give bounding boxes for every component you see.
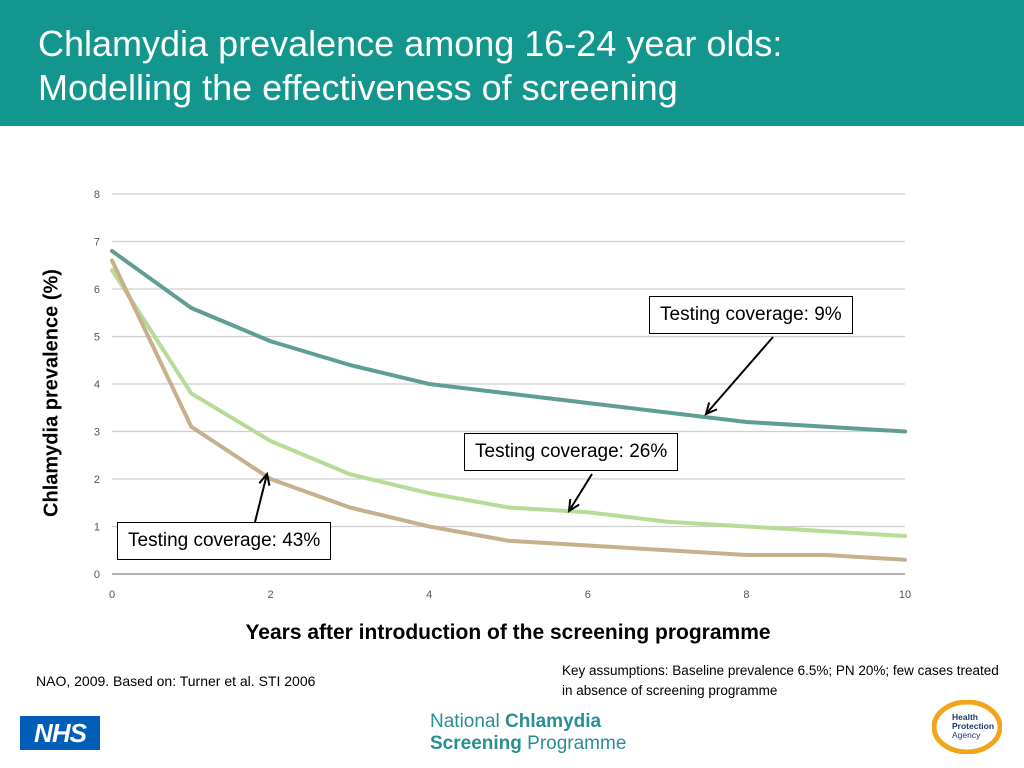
slide-title: Chlamydia prevalence among 16-24 year ol… [38,22,782,110]
x-tick-label: 2 [268,589,274,601]
y-tick-label: 7 [94,237,100,249]
ncsp-logo: National Chlamydia Screening Programme [430,711,626,755]
callout-coverage-9: Testing coverage: 9% [649,296,853,334]
slide-title-line-1: Chlamydia prevalence among 16-24 year ol… [38,23,783,64]
y-tick-label: 6 [94,284,100,296]
hpa-logo-ring [932,700,1002,754]
key-assumptions: Key assumptions: Baseline prevalence 6.5… [562,663,999,698]
ncsp-screening: Screening [430,733,522,754]
series-line-1 [110,249,907,434]
y-tick-label: 0 [94,569,100,581]
y-tick-label: 2 [94,474,100,486]
y-tick-label: 8 [94,189,100,201]
source-citation: NAO, 2009. Based on: Turner et al. STI 2… [36,673,316,689]
series-line-3 [110,258,907,562]
arrow-coverage-43 [254,471,271,523]
x-tick-label: 8 [743,589,749,601]
slide-title-line-2: Modelling the effectiveness of screening [38,67,678,108]
x-tick-label: 4 [426,589,432,601]
ncsp-programme: Programme [521,733,627,754]
hpa-logo: Health Protection Agency [932,700,1002,754]
y-tick-label: 5 [94,332,100,344]
y-axis-label: Chlamydia prevalence (%) [40,269,63,517]
hpa-logo-text-2: Protection [952,721,994,731]
x-tick-label: 0 [109,589,115,601]
x-tick-label: 6 [585,589,591,601]
hpa-logo-text-1: Health [952,712,978,722]
y-tick-label: 4 [94,379,100,391]
y-tick-label: 3 [94,427,100,439]
nhs-logo: NHS [20,716,100,750]
x-axis-label: Years after introduction of the screenin… [245,621,771,644]
arrow-coverage-9 [704,336,774,416]
callout-coverage-43: Testing coverage: 43% [117,522,332,560]
series-line-2 [110,268,907,538]
y-tick-label: 1 [94,522,100,534]
header-banner: Chlamydia prevalence among 16-24 year ol… [0,0,1024,126]
hpa-logo-text-3: Agency [952,730,981,740]
ncsp-chlamydia: Chlamydia [505,711,602,732]
ncsp-national: National [430,711,505,732]
x-tick-label: 10 [899,589,911,601]
callout-coverage-26: Testing coverage: 26% [464,433,679,471]
arrow-coverage-26 [567,473,593,513]
